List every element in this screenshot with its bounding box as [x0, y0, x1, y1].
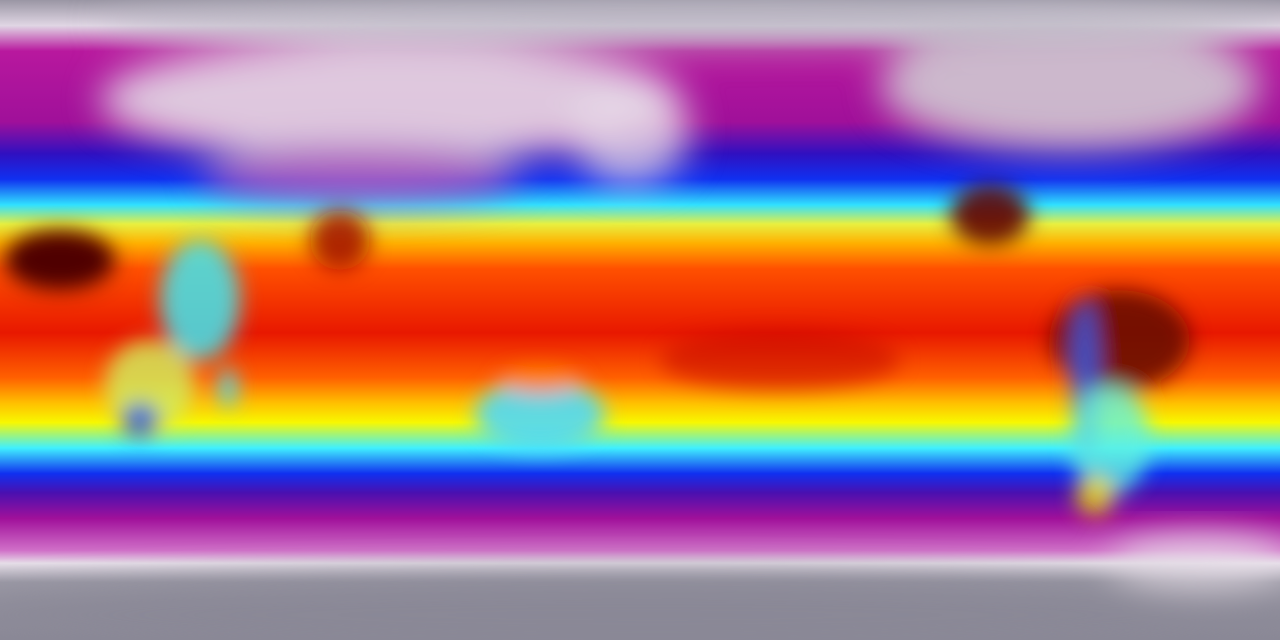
southern-ocean [0, 535, 1280, 640]
india [310, 210, 370, 270]
central-america [950, 185, 1030, 245]
patagonia [1075, 475, 1115, 515]
siberia-ice [100, 40, 680, 160]
sahara [5, 230, 115, 290]
pacific-ice [570, 75, 690, 185]
south-america-south [1070, 385, 1150, 495]
amazon [1050, 290, 1190, 390]
australia [475, 380, 605, 450]
africa-east [160, 240, 240, 360]
central-asia [200, 145, 520, 205]
north-america-ice [880, 20, 1260, 150]
antarctica [0, 575, 1280, 640]
australia-north [500, 368, 580, 392]
south-white-swirl [1110, 535, 1280, 585]
madagascar [220, 368, 236, 408]
pacific-warm [660, 330, 900, 390]
africa-tip [120, 402, 160, 438]
tropical-land [5, 185, 1190, 515]
arctic-gray [100, 0, 1280, 45]
northern-land [100, 0, 1280, 205]
